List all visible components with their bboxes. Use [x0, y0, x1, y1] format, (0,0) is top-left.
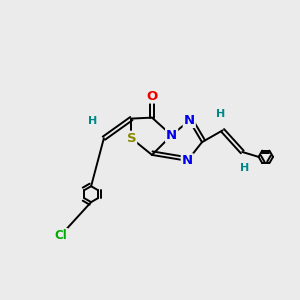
Text: N: N: [166, 129, 177, 142]
Text: Cl: Cl: [54, 229, 67, 242]
Text: O: O: [146, 89, 158, 103]
Text: S: S: [127, 132, 136, 145]
Text: H: H: [216, 109, 225, 119]
Text: N: N: [184, 114, 195, 127]
Text: N: N: [182, 154, 193, 167]
Text: H: H: [240, 163, 249, 173]
Text: H: H: [88, 116, 98, 126]
